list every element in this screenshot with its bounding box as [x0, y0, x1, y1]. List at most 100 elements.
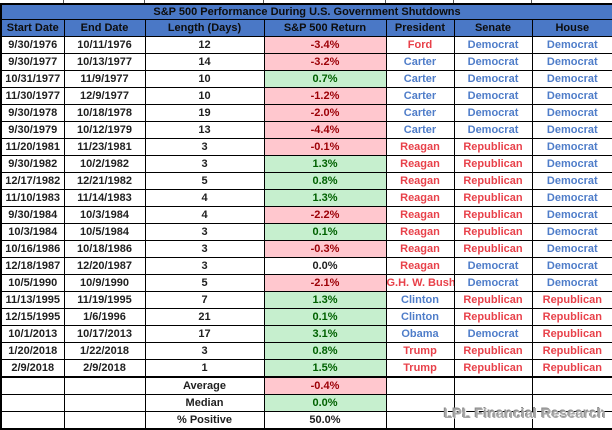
president-cell: Reagan	[385, 206, 455, 224]
column-header-start-date: Start Date	[0, 19, 65, 37]
table-row: 1/20/2018 1/22/2018 3 0.8% Trump Republi…	[0, 342, 612, 360]
empty-cell	[453, 411, 533, 430]
president-cell: Carter	[385, 70, 455, 88]
length-cell: 13	[144, 121, 265, 139]
president-cell: Carter	[385, 104, 455, 122]
president-cell: Reagan	[385, 257, 455, 275]
house-cell: Democrat	[531, 223, 612, 241]
start-date-cell: 9/30/1978	[0, 104, 65, 122]
length-cell: 7	[144, 291, 265, 309]
return-cell: 0.7%	[263, 70, 387, 88]
empty-cell	[0, 411, 65, 430]
president-cell: Clinton	[385, 291, 455, 309]
table-row: 11/20/1981 11/23/1981 3 -0.1% Reagan Rep…	[0, 138, 612, 156]
end-date-cell: 12/9/1977	[63, 87, 146, 105]
senate-cell: Republican	[453, 291, 533, 309]
return-cell: 0.1%	[263, 223, 387, 241]
column-header-row: Start Date End Date Length (Days) S&P 50…	[0, 19, 612, 37]
empty-cell	[385, 394, 455, 412]
house-cell: Democrat	[531, 36, 612, 54]
senate-cell: Democrat	[453, 121, 533, 139]
return-cell: 0.8%	[263, 342, 387, 360]
length-cell: 5	[144, 274, 265, 292]
column-header-house: House	[531, 19, 612, 37]
end-date-cell: 10/13/1977	[63, 53, 146, 71]
grid-tick	[531, 0, 532, 3]
shutdowns-table: S&P 500 Performance During U.S. Governme…	[0, 3, 612, 430]
start-date-cell: 9/30/1984	[0, 206, 65, 224]
return-cell: 0.1%	[263, 308, 387, 326]
page-title: S&P 500 Performance During U.S. Governme…	[0, 3, 612, 20]
table-row: 12/18/1987 12/20/1987 3 0.0% Reagan Demo…	[0, 257, 612, 275]
house-cell: Republican	[531, 325, 612, 343]
president-cell: Carter	[385, 121, 455, 139]
house-cell: Democrat	[531, 53, 612, 71]
grid-tick	[263, 0, 264, 3]
grid-tick	[385, 0, 386, 3]
table-row: 9/30/1984 10/3/1984 4 -2.2% Reagan Repub…	[0, 206, 612, 224]
start-date-cell: 10/5/1990	[0, 274, 65, 292]
table-row: 10/1/2013 10/17/2013 17 3.1% Obama Democ…	[0, 325, 612, 343]
house-cell: Republican	[531, 308, 612, 326]
column-header-sp500-return: S&P 500 Return	[263, 19, 387, 37]
senate-cell: Republican	[453, 138, 533, 156]
column-header-senate: Senate	[453, 19, 533, 37]
senate-cell: Democrat	[453, 274, 533, 292]
senate-cell: Republican	[453, 172, 533, 190]
length-cell: 4	[144, 189, 265, 207]
end-date-cell: 10/5/1984	[63, 223, 146, 241]
return-cell: -3.2%	[263, 53, 387, 71]
senate-cell: Republican	[453, 240, 533, 258]
house-cell: Democrat	[531, 206, 612, 224]
return-cell: -2.1%	[263, 274, 387, 292]
house-cell: Democrat	[531, 189, 612, 207]
length-cell: 12	[144, 36, 265, 54]
house-cell: Democrat	[531, 172, 612, 190]
table-row: 10/16/1986 10/18/1986 3 -0.3% Reagan Rep…	[0, 240, 612, 258]
grid-tick	[453, 0, 454, 3]
house-cell: Democrat	[531, 70, 612, 88]
summary-label-cell: Average	[144, 376, 265, 395]
return-cell: 1.3%	[263, 189, 387, 207]
table-row: 2/9/2018 2/9/2018 1 1.5% Trump Republica…	[0, 359, 612, 378]
summary-value-cell: 50.0%	[263, 411, 387, 430]
house-cell: Democrat	[531, 155, 612, 173]
start-date-cell: 11/20/1981	[0, 138, 65, 156]
length-cell: 3	[144, 342, 265, 360]
length-cell: 3	[144, 223, 265, 241]
end-date-cell: 1/22/2018	[63, 342, 146, 360]
table-row: 12/15/1995 1/6/1996 21 0.1% Clinton Repu…	[0, 308, 612, 326]
end-date-cell: 11/19/1995	[63, 291, 146, 309]
table-row: 9/30/1982 10/2/1982 3 1.3% Reagan Republ…	[0, 155, 612, 173]
summary-label-cell: Median	[144, 394, 265, 412]
house-cell: Democrat	[531, 104, 612, 122]
start-date-cell: 10/1/2013	[0, 325, 65, 343]
end-date-cell: 11/23/1981	[63, 138, 146, 156]
start-date-cell: 12/15/1995	[0, 308, 65, 326]
start-date-cell: 11/13/1995	[0, 291, 65, 309]
length-cell: 10	[144, 70, 265, 88]
summary-label-cell: % Positive	[144, 411, 265, 430]
table-row: 10/3/1984 10/5/1984 3 0.1% Reagan Republ…	[0, 223, 612, 241]
end-date-cell: 10/17/2013	[63, 325, 146, 343]
title-row: S&P 500 Performance During U.S. Governme…	[0, 3, 612, 20]
length-cell: 5	[144, 172, 265, 190]
column-header-president: President	[385, 19, 455, 37]
house-cell: Democrat	[531, 87, 612, 105]
table-row: 11/13/1995 11/19/1995 7 1.3% Clinton Rep…	[0, 291, 612, 309]
house-cell: Democrat	[531, 257, 612, 275]
start-date-cell: 12/18/1987	[0, 257, 65, 275]
table-row: 10/31/1977 11/9/1977 10 0.7% Carter Demo…	[0, 70, 612, 88]
table-row: 9/30/1976 10/11/1976 12 -3.4% Ford Democ…	[0, 36, 612, 54]
empty-cell	[531, 376, 612, 395]
senate-cell: Republican	[453, 342, 533, 360]
empty-cell	[0, 394, 65, 412]
senate-cell: Democrat	[453, 70, 533, 88]
start-date-cell: 11/10/1983	[0, 189, 65, 207]
end-date-cell: 12/20/1987	[63, 257, 146, 275]
start-date-cell: 12/17/1982	[0, 172, 65, 190]
length-cell: 21	[144, 308, 265, 326]
end-date-cell: 10/11/1976	[63, 36, 146, 54]
empty-cell	[0, 376, 65, 395]
